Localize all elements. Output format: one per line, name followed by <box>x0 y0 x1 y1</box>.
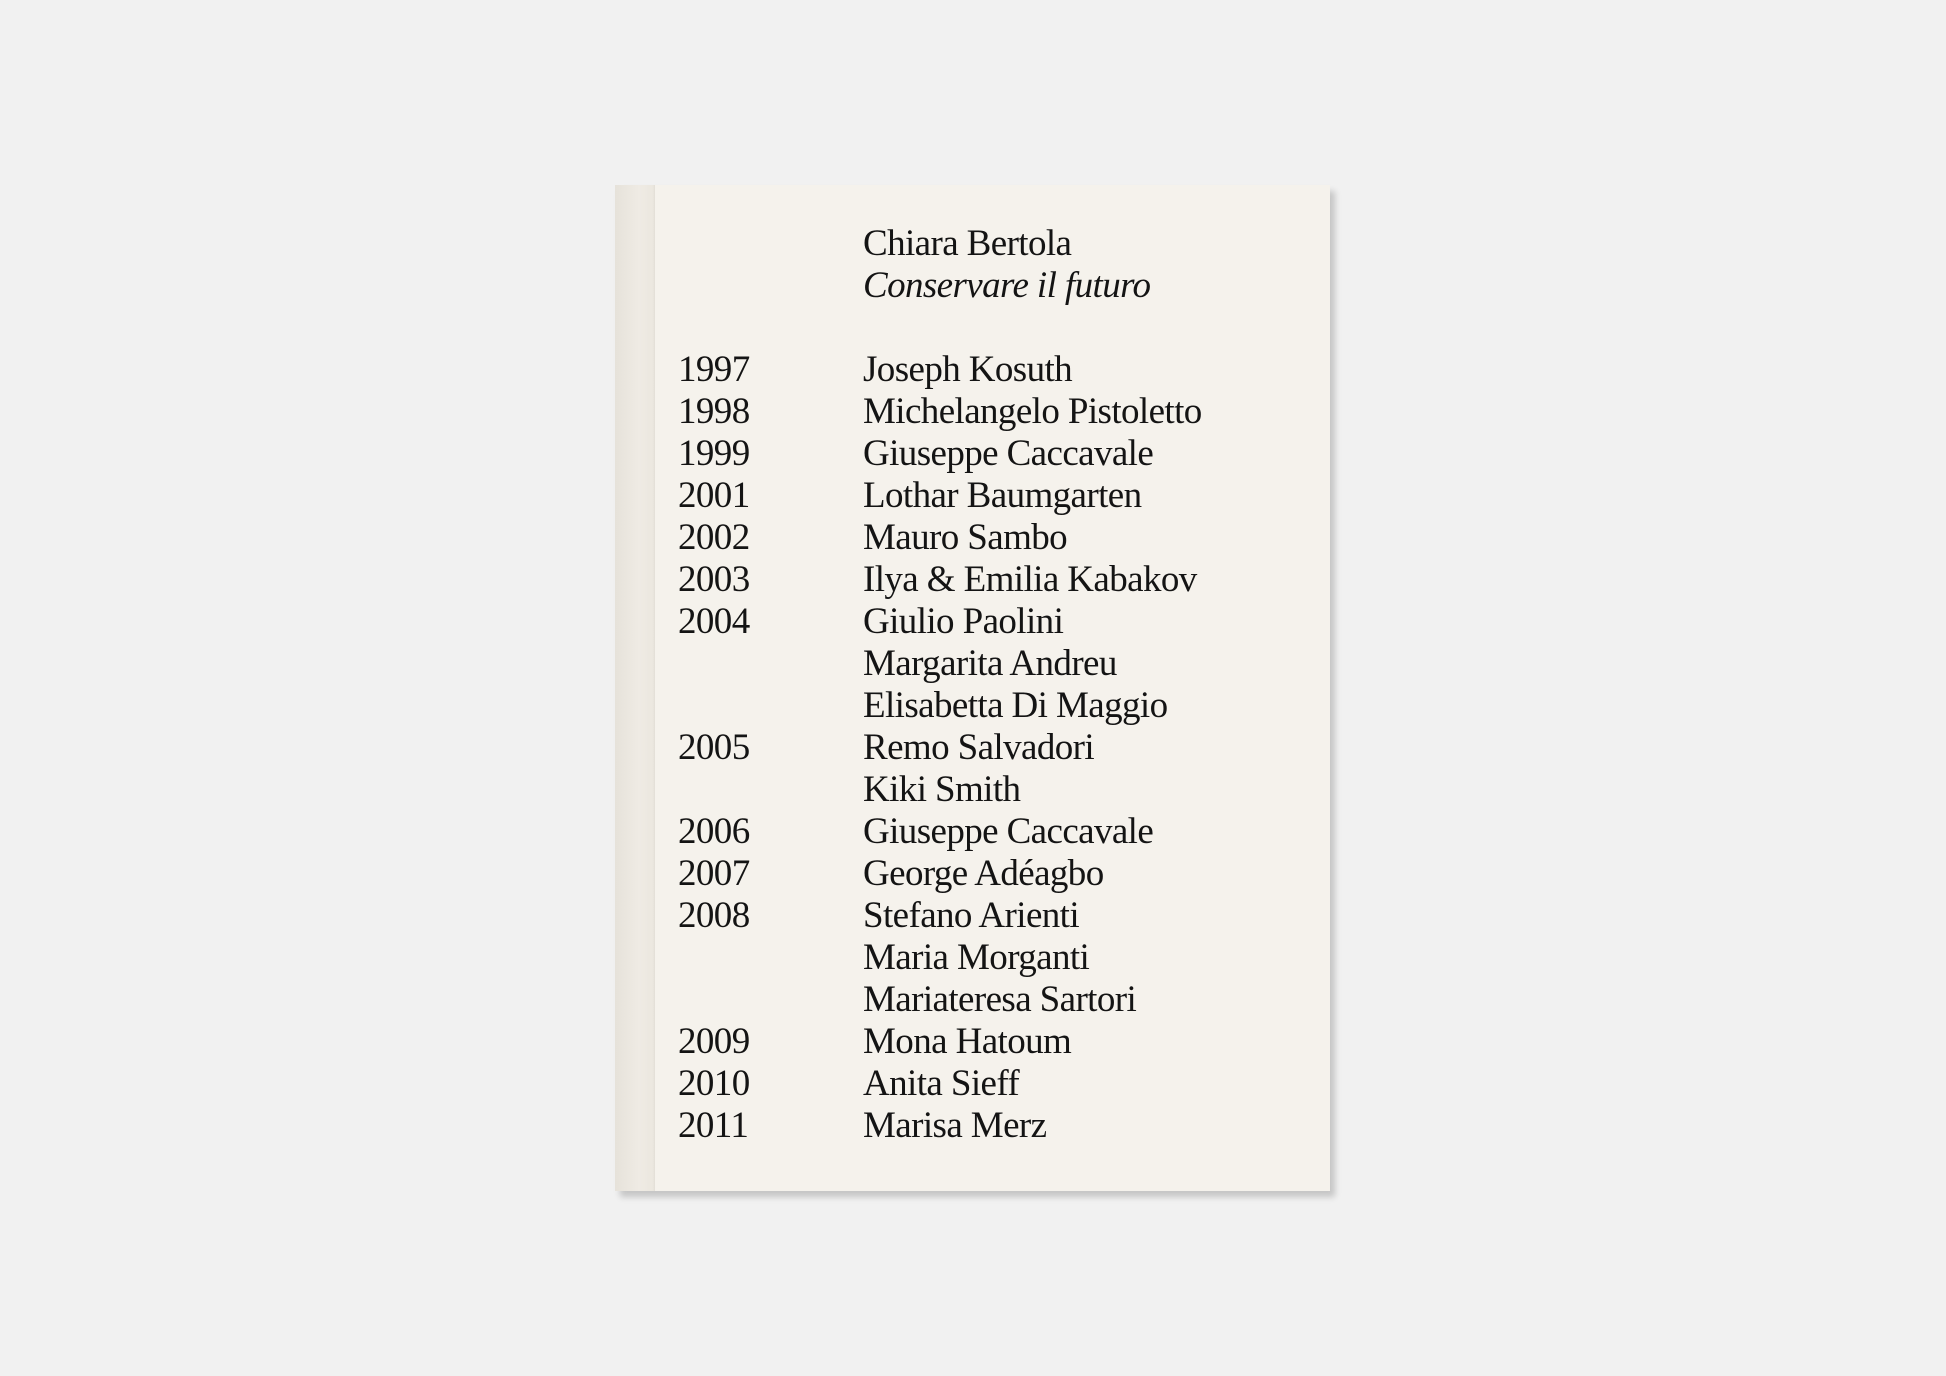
entry-artist: Mauro Sambo <box>863 517 1068 558</box>
entry-artist: Stefano Arienti <box>863 895 1080 936</box>
entry-artist: Michelangelo Pistoletto <box>863 391 1202 432</box>
entry-artist: Margarita Andreu <box>863 643 1117 684</box>
entry-artist: Anita Sieff <box>863 1063 1020 1104</box>
entry-artist: Elisabetta Di Maggio <box>863 685 1168 726</box>
list-item: Kiki Smith <box>678 769 1202 811</box>
list-item: Elisabetta Di Maggio <box>678 685 1202 727</box>
author-name: Chiara Bertola <box>863 223 1072 264</box>
entry-year: 2007 <box>678 853 750 894</box>
artist-list: 1997 Joseph Kosuth 1998 Michelangelo Pistol… <box>678 349 1202 1147</box>
entry-year <box>678 643 863 685</box>
list-item: Maria Morganti <box>678 937 1202 979</box>
entry-year: 2006 <box>678 811 750 852</box>
entry-year <box>678 769 863 811</box>
entry-year: 2009 <box>678 1021 750 1062</box>
entry-artist: Marisa Merz <box>863 1105 1047 1146</box>
list-item: 1999 Giuseppe Caccavale <box>678 433 1202 475</box>
entry-year: 1998 <box>678 391 750 432</box>
entry-artist: Kiki Smith <box>863 769 1021 810</box>
entry-artist: Giulio Paolini <box>863 601 1064 642</box>
entry-year: 2005 <box>678 727 750 768</box>
entry-year: 2003 <box>678 559 750 600</box>
list-item: Margarita Andreu <box>678 643 1202 685</box>
entry-year: 2011 <box>678 1105 749 1146</box>
entry-year: 1999 <box>678 433 750 474</box>
entry-year <box>678 979 863 1021</box>
book-spine <box>615 185 655 1191</box>
list-item: 2010 Anita Sieff <box>678 1063 1202 1105</box>
entry-artist: Maria Morganti <box>863 937 1090 978</box>
list-item: Mariateresa Sartori <box>678 979 1202 1021</box>
list-item: 2001 Lothar Baumgarten <box>678 475 1202 517</box>
entry-year <box>678 937 863 979</box>
list-item: 2007 George Adéagbo <box>678 853 1202 895</box>
list-item: 2003 Ilya & Emilia Kabakov <box>678 559 1202 601</box>
list-item: 2002 Mauro Sambo <box>678 517 1202 559</box>
entry-year: 2001 <box>678 475 750 516</box>
list-item: 2009 Mona Hatoum <box>678 1021 1202 1063</box>
entry-artist: Lothar Baumgarten <box>863 475 1142 516</box>
entry-artist: Giuseppe Caccavale <box>863 433 1154 474</box>
entry-year: 2002 <box>678 517 750 558</box>
list-item: 1998 Michelangelo Pistoletto <box>678 391 1202 433</box>
entry-artist: George Adéagbo <box>863 853 1104 894</box>
list-item: 2008 Stefano Arienti <box>678 895 1202 937</box>
entry-year: 2008 <box>678 895 750 936</box>
list-item: 1997 Joseph Kosuth <box>678 349 1202 391</box>
list-item: 2005 Remo Salvadori <box>678 727 1202 769</box>
entry-artist: Remo Salvadori <box>863 727 1095 768</box>
entry-artist: Mariateresa Sartori <box>863 979 1137 1020</box>
entry-year: 2010 <box>678 1063 750 1104</box>
entry-year: 1997 <box>678 349 750 390</box>
entry-artist: Joseph Kosuth <box>863 349 1073 390</box>
cover-header: Chiara Bertola Conservare il futuro <box>863 223 1151 307</box>
list-item: 2006 Giuseppe Caccavale <box>678 811 1202 853</box>
entry-year <box>678 685 863 727</box>
book-cover: Chiara Bertola Conservare il futuro 1997… <box>615 185 1330 1191</box>
book-title: Conservare il futuro <box>863 265 1151 306</box>
entry-artist: Ilya & Emilia Kabakov <box>863 559 1197 600</box>
list-item: 2011 Marisa Merz <box>678 1105 1202 1147</box>
list-item: 2004 Giulio Paolini <box>678 601 1202 643</box>
entry-artist: Mona Hatoum <box>863 1021 1072 1062</box>
entry-year: 2004 <box>678 601 750 642</box>
entry-artist: Giuseppe Caccavale <box>863 811 1154 852</box>
